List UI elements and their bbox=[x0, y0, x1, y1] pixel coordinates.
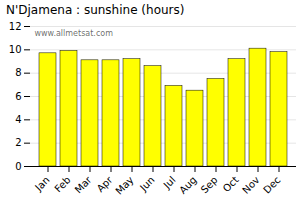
svg-text:8: 8 bbox=[15, 67, 21, 78]
html-text:N'Djamena : sunshine (hours): N'Djamena : sunshine (hours) bbox=[6, 3, 185, 17]
svg-text:4: 4 bbox=[15, 114, 21, 125]
svg-text:10: 10 bbox=[9, 44, 22, 55]
svg-text:May: May bbox=[113, 174, 135, 196]
svg-text:www.allmetsat.com: www.allmetsat.com bbox=[35, 29, 114, 38]
svg-text:6: 6 bbox=[15, 91, 21, 102]
svg-text:0: 0 bbox=[15, 161, 21, 172]
svg-text:Oct: Oct bbox=[221, 174, 241, 194]
svg-text:Jul: Jul bbox=[161, 174, 178, 191]
svg-text:2: 2 bbox=[15, 137, 21, 148]
svg-text:Jan: Jan bbox=[32, 174, 51, 193]
svg-text:12: 12 bbox=[9, 21, 22, 32]
svg-text:Dec: Dec bbox=[261, 174, 282, 195]
svg-text:Sep: Sep bbox=[199, 174, 220, 195]
svg-text:Nov: Nov bbox=[240, 174, 262, 196]
svg-text:Mar: Mar bbox=[73, 174, 95, 196]
svg-text:Jun: Jun bbox=[137, 174, 157, 194]
svg-text:Aug: Aug bbox=[177, 174, 199, 196]
svg-text:Feb: Feb bbox=[52, 174, 72, 194]
svg-text:Apr: Apr bbox=[95, 174, 116, 195]
